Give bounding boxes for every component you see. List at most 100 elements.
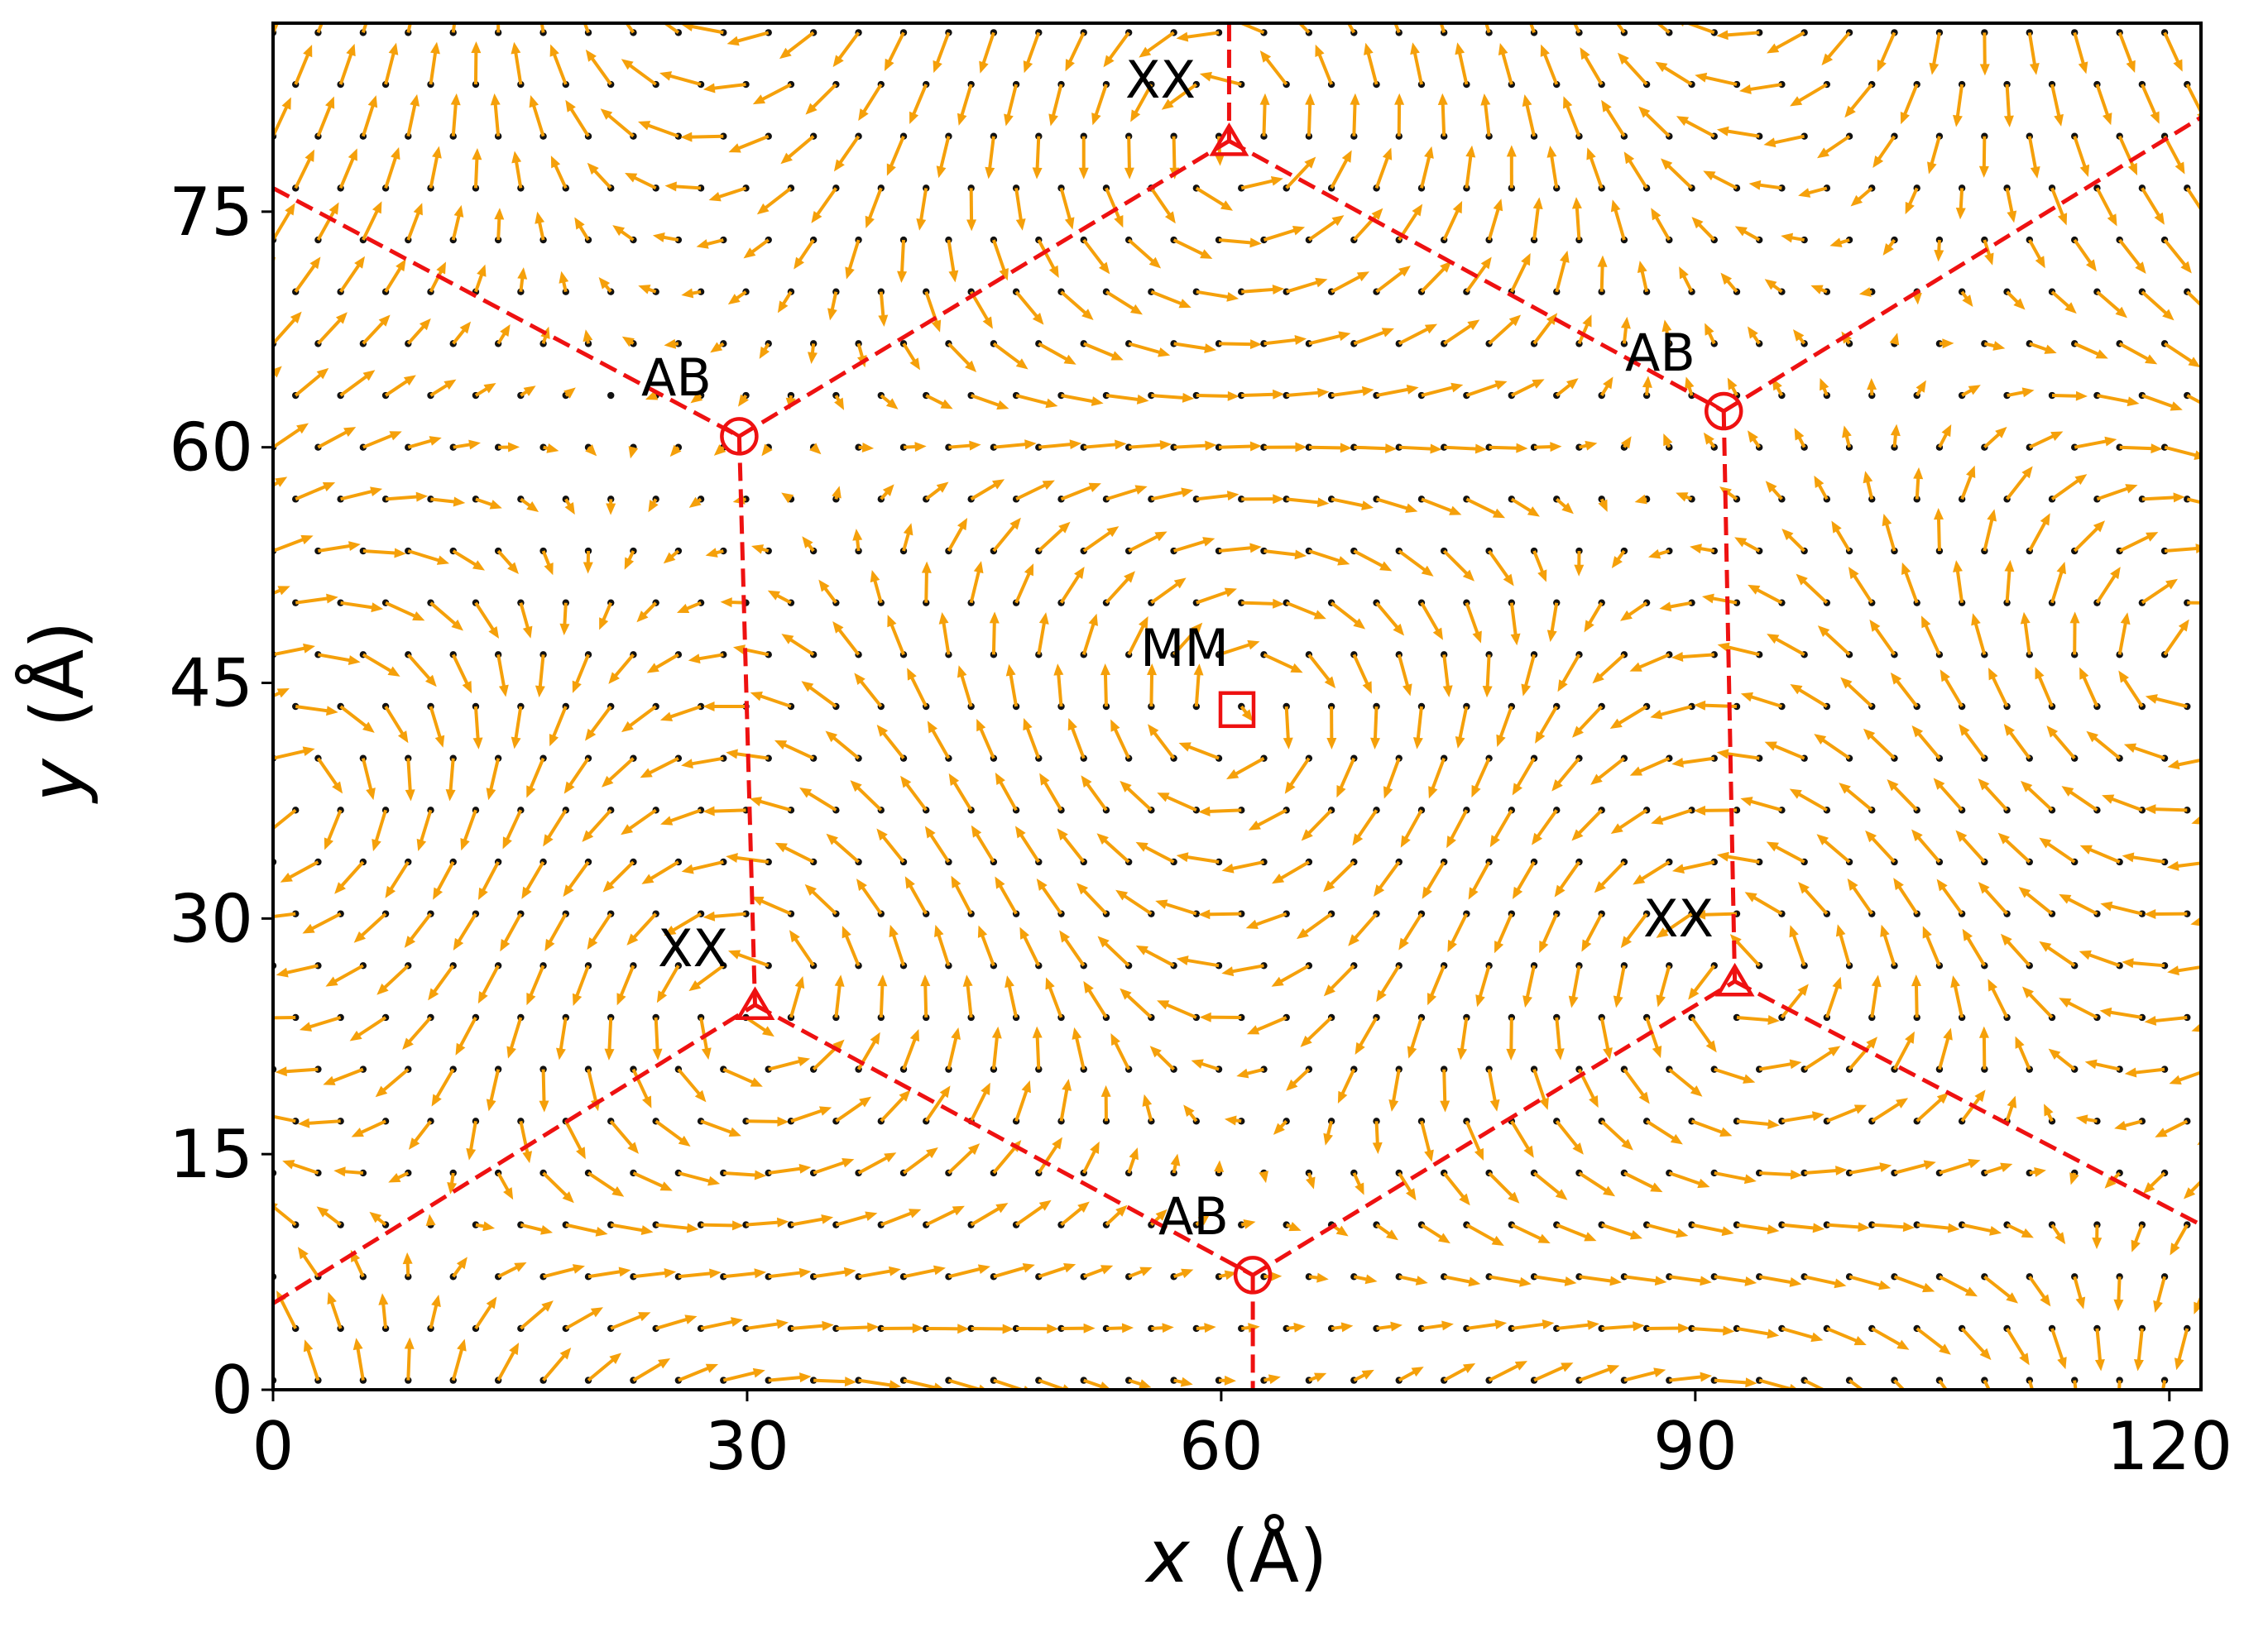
displacement-arrow <box>1489 1275 1532 1287</box>
displacement-arrow <box>2005 466 2033 500</box>
displacement-arrow <box>2163 31 2183 72</box>
displacement-arrow <box>743 238 770 259</box>
displacement-arrow <box>563 860 590 898</box>
displacement-arrow <box>1747 326 1761 345</box>
displacement-arrow <box>1555 1120 1584 1155</box>
displacement-arrow <box>1571 197 1582 241</box>
atom-site <box>2206 962 2213 969</box>
displacement-arrow <box>406 93 420 137</box>
stacking-site-markers <box>720 122 1755 1295</box>
displacement-arrow <box>1176 955 1220 968</box>
displacement-arrow <box>1962 928 1987 967</box>
displacement-arrow <box>794 238 815 270</box>
displacement-arrow <box>1127 238 1162 269</box>
displacement-arrow <box>1915 380 1926 397</box>
displacement-arrow <box>934 924 951 966</box>
displacement-arrow <box>836 1322 880 1333</box>
displacement-arrow <box>991 239 1009 281</box>
displacement-arrow <box>878 291 889 328</box>
displacement-arrow <box>1580 47 1604 86</box>
displacement-arrow <box>1727 377 1738 396</box>
displacement-arrow <box>702 701 746 711</box>
displacement-arrow <box>2079 667 2099 707</box>
displacement-arrow <box>648 498 659 513</box>
displacement-arrow <box>1510 497 1540 517</box>
displacement-arrow <box>1218 339 1263 350</box>
atom-site <box>2251 237 2258 243</box>
atom-site <box>1959 1429 1965 1435</box>
displacement-arrow <box>1428 757 1446 799</box>
displacement-arrow <box>1005 663 1019 707</box>
displacement-arrow <box>1482 654 1493 698</box>
displacement-arrow <box>1480 93 1491 136</box>
atom-site <box>1643 1429 1650 1435</box>
displacement-arrow <box>1060 482 1101 501</box>
displacement-arrow <box>1911 829 1941 864</box>
displacement-arrow <box>2190 917 2201 927</box>
displacement-arrow <box>702 83 746 93</box>
displacement-arrow <box>430 496 466 507</box>
displacement-arrow <box>544 912 568 951</box>
displacement-arrow <box>1196 390 1239 401</box>
displacement-arrow <box>664 912 702 936</box>
displacement-arrow <box>407 436 442 449</box>
displacement-arrow <box>1983 341 2006 351</box>
displacement-arrow <box>559 271 569 293</box>
displacement-arrow <box>2194 1293 2201 1314</box>
displacement-arrow <box>1065 31 1086 72</box>
atom-site <box>923 1429 929 1435</box>
displacement-arrow <box>2185 84 2201 118</box>
displacement-arrow <box>1067 718 1086 759</box>
displacement-arrow <box>768 1056 811 1071</box>
displacement-arrow <box>2052 0 2065 22</box>
displacement-arrow <box>1239 705 1254 722</box>
displacement-arrow <box>688 964 725 992</box>
displacement-arrow <box>1468 861 1491 900</box>
displacement-arrow <box>1801 0 1827 16</box>
atom-site <box>2251 962 2258 969</box>
displacement-arrow <box>295 593 338 605</box>
displacement-arrow <box>353 912 387 943</box>
displacement-arrow <box>2261 1432 2268 1472</box>
displacement-arrow <box>1872 1222 1916 1233</box>
displacement-arrow <box>2102 794 2143 812</box>
displacement-arrow <box>1128 342 1171 357</box>
displacement-arrow <box>1988 668 2009 707</box>
displacement-arrow <box>2186 394 2201 405</box>
displacement-arrow <box>1083 980 1108 1019</box>
displacement-arrow <box>835 1211 878 1227</box>
displacement-arrow <box>1346 23 1356 34</box>
displacement-arrow <box>669 444 682 457</box>
displacement-arrow <box>317 427 357 449</box>
displacement-arrow <box>723 1170 767 1180</box>
displacement-arrow <box>1308 1272 1329 1283</box>
displacement-arrow <box>535 654 545 698</box>
displacement-arrow <box>1623 151 1648 189</box>
displacement-arrow <box>1871 1098 1909 1123</box>
displacement-arrow <box>1736 1223 1780 1235</box>
displacement-arrow <box>664 181 702 192</box>
displacement-arrow <box>1637 261 1649 293</box>
atom-site <box>2229 1221 2236 1228</box>
displacement-arrow <box>2144 804 2188 815</box>
displacement-arrow <box>1870 974 1882 1018</box>
displacement-arrow <box>626 912 658 946</box>
site-label-xx-right: XX <box>1643 888 1714 949</box>
y-axis-variable: y <box>15 757 100 804</box>
displacement-arrow <box>1794 428 1806 448</box>
atom-site <box>2206 29 2213 36</box>
displacement-arrow <box>858 83 883 122</box>
displacement-arrow <box>1532 1068 1549 1110</box>
displacement-arrow <box>2117 1380 2122 1390</box>
displacement-arrow <box>452 321 472 345</box>
atom-site <box>224 133 231 140</box>
displacement-arrow <box>680 132 724 142</box>
displacement-arrow <box>251 45 269 84</box>
displacement-arrow <box>2050 187 2068 226</box>
displacement-arrow <box>429 379 457 397</box>
displacement-arrow <box>1248 808 1287 831</box>
displacement-arrow <box>746 1116 789 1127</box>
displacement-arrow <box>519 1120 533 1164</box>
displacement-arrow <box>2210 448 2249 467</box>
displacement-arrow <box>1983 509 1997 552</box>
